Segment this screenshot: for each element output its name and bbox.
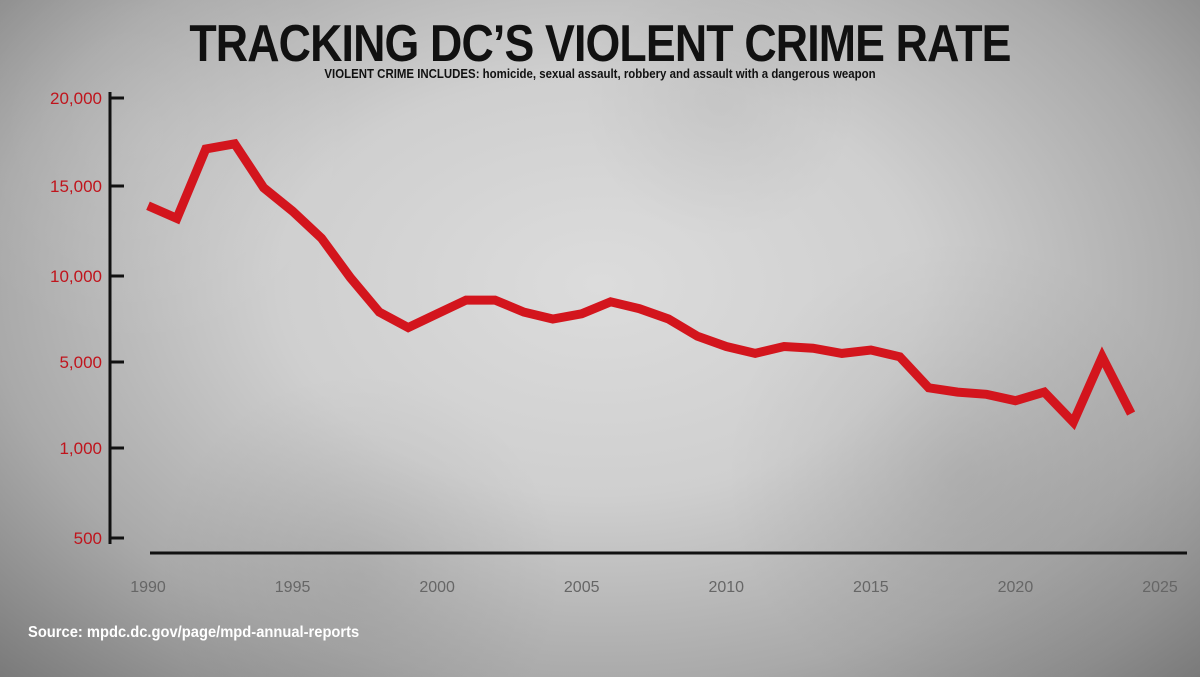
data-point	[1043, 391, 1045, 393]
y-tick-label: 5,000	[59, 353, 102, 372]
data-point	[552, 318, 554, 320]
data-point	[378, 311, 380, 313]
x-tick-label: 2015	[853, 579, 889, 596]
chart-subtitle: VIOLENT CRIME INCLUDES: homicide, sexual…	[324, 66, 876, 81]
data-point	[349, 277, 351, 279]
y-tick-group: 20,000 15,000 10,000 5,000 1,000 500	[50, 89, 124, 548]
data-point	[899, 356, 901, 358]
data-point	[783, 346, 785, 348]
y-tick-label: 1,000	[59, 439, 102, 458]
data-point	[292, 210, 294, 212]
data-point	[176, 217, 178, 219]
chart-title: TRACKING DC’S VIOLENT CRIME RATE	[189, 15, 1011, 73]
data-point	[928, 387, 930, 389]
x-tick-label: 1990	[130, 579, 166, 596]
data-point	[610, 301, 612, 303]
x-tick-label: 2025	[1142, 579, 1178, 596]
data-point	[263, 187, 265, 189]
series-group	[146, 138, 1136, 431]
data-point	[407, 327, 409, 329]
data-point	[1072, 421, 1074, 423]
data-point	[1014, 400, 1016, 402]
data-point	[957, 391, 959, 393]
source-note: Source: mpdc.dc.gov/page/mpd-annual-repo…	[28, 624, 360, 641]
x-tick-label: 2020	[998, 579, 1034, 596]
data-point	[205, 148, 207, 150]
data-point	[1130, 413, 1132, 415]
data-point	[812, 347, 814, 349]
data-point	[725, 346, 727, 348]
data-point	[320, 237, 322, 239]
x-tick-label: 1995	[275, 579, 311, 596]
series-line	[146, 138, 1136, 431]
y-tick-label: 10,000	[50, 267, 102, 286]
y-tick-label: 15,000	[50, 177, 102, 196]
data-point	[465, 299, 467, 301]
data-point	[581, 313, 583, 315]
data-point	[436, 313, 438, 315]
x-tick-group: 1990 1995 2000 2005 2010 2015 2020 2025	[130, 579, 1178, 596]
data-point	[870, 349, 872, 351]
data-point	[147, 205, 149, 207]
y-tick-label: 500	[74, 529, 102, 548]
data-point	[841, 352, 843, 354]
data-point	[523, 311, 525, 313]
data-point	[754, 352, 756, 354]
x-tick-label: 2005	[564, 579, 600, 596]
data-point	[667, 318, 669, 320]
data-point	[696, 335, 698, 337]
x-tick-label: 2000	[419, 579, 455, 596]
data-point	[234, 143, 236, 145]
data-point	[639, 308, 641, 310]
data-point	[494, 299, 496, 301]
data-point	[1101, 356, 1103, 358]
y-tick-label: 20,000	[50, 89, 102, 108]
data-point	[986, 393, 988, 395]
x-tick-label: 2010	[708, 579, 744, 596]
